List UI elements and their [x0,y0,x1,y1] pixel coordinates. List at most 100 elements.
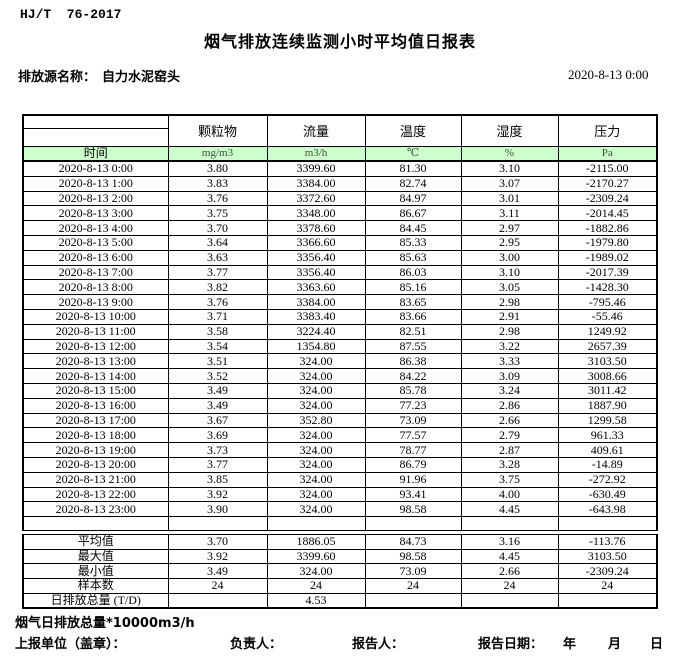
time-cell: 2020-8-13 9:00 [22,294,169,310]
header-row-spacer [22,128,657,147]
stats-value: 3.49 [167,563,268,579]
value-cell: 93.41 [364,486,462,503]
value-cell: 3.54 [167,338,268,355]
time-cell: 2020-8-13 21:00 [22,471,169,488]
table-row: 2020-8-13 10:00 3.71 3383.40 83.66 2.91 -55.4… [22,308,658,325]
responsible-person-label: 负责人： [230,637,283,652]
value-cell: 3.58 [167,323,268,340]
value-cell: 91.96 [364,471,462,488]
value-cell: 3.76 [167,294,268,310]
stats-row: 最小值 3.49 324.00 73.09 2.66 -2309.24 [22,563,658,579]
value-cell: -795.46 [557,294,658,310]
statistics-table: 平均值 3.70 1886.05 84.73 3.16 -113.76 最大值 3.92 339… [22,534,658,610]
table-row: 2020-8-13 18:00 3.69 324.00 77.57 2.79 961.33 [22,427,658,444]
value-cell: -1989.02 [557,249,658,266]
standard-code: HJ/T 76-2017 [20,7,122,22]
time-cell: 2020-8-13 1:00 [22,175,169,192]
value-cell: 3.63 [167,249,268,266]
value-cell: 3.73 [167,442,268,458]
value-cell: -643.98 [557,501,658,518]
value-cell: 3.71 [167,308,268,325]
value-cell: 3.10 [460,264,559,281]
blank-cell [22,516,169,532]
blank-cell [460,516,559,532]
time-cell: 2020-8-13 16:00 [22,397,169,414]
value-cell: 3.49 [167,382,268,399]
value-cell: 3378.60 [266,220,366,236]
stats-value: 98.58 [364,548,462,565]
year-label: 年 [563,637,577,652]
month-label: 月 [608,637,622,652]
table-row: 2020-8-13 21:00 3.85 324.00 91.96 3.75 -272.9… [22,471,658,488]
time-cell: 2020-8-13 10:00 [22,308,169,325]
value-cell: 3224.40 [266,323,366,340]
unit-cell-humidity: % [460,146,559,162]
value-cell: 324.00 [266,382,366,399]
value-cell: 98.58 [364,501,462,518]
stats-rows: 平均值 3.70 1886.05 84.73 3.16 -113.76 最大值 3.92 339… [22,534,658,609]
value-cell: 3384.00 [266,175,366,192]
value-cell: 3399.60 [266,160,366,177]
table-row: 2020-8-13 3:00 3.75 3348.00 86.67 3.11 -2014.… [22,205,658,222]
monitoring-table: 颗粒物 流量 温度 湿度 压力 时间 mg/m3 m3/h ℃ % Pa 202… [22,114,658,532]
value-cell: -55.46 [557,308,658,325]
table-row: 2020-8-13 16:00 3.49 324.00 77.23 2.86 1887.9… [22,397,658,414]
stats-value: 24 [364,577,462,594]
value-cell: 78.77 [364,442,462,458]
monitoring-table-wrapper: 颗粒物 流量 温度 湿度 压力 时间 mg/m3 m3/h ℃ % Pa 202… [22,114,658,610]
stats-label: 日排放总量 (T/D) [22,592,169,609]
report-unit-label: 上报单位（盖章）： [15,637,126,652]
value-cell: 324.00 [266,353,366,370]
value-cell: 324.00 [266,501,366,518]
value-cell: 83.65 [364,294,462,310]
stats-row: 样本数 24 24 24 24 24 [22,577,658,594]
table-row: 2020-8-13 23:00 3.90 324.00 98.58 4.45 -643.9… [22,501,658,518]
stats-value: 4.53 [266,592,366,609]
value-cell: 3.24 [460,382,559,399]
value-cell: 82.74 [364,175,462,192]
stats-value: 24 [266,577,366,594]
value-cell: 2.66 [460,412,559,429]
stats-value: 3.16 [460,534,559,550]
value-cell: 3356.40 [266,264,366,281]
table-row: 2020-8-13 8:00 3.82 3363.60 85.16 3.05 -1428.… [22,279,658,296]
value-cell: 3363.60 [266,279,366,296]
unit-row: 时间 mg/m3 m3/h ℃ % Pa [22,146,658,162]
value-cell: 3.77 [167,264,268,281]
source-label: 排放源名称： [18,70,97,85]
value-cell: 3.00 [460,249,559,266]
stats-value: 3.70 [167,534,268,550]
table-row: 2020-8-13 6:00 3.63 3356.40 85.63 3.00 -1989.… [22,249,658,266]
value-cell: -1428.30 [557,279,658,296]
stats-value: 3.92 [167,548,268,565]
value-cell: 324.00 [266,471,366,488]
value-cell: 3.83 [167,175,268,192]
stats-value [557,592,658,609]
value-cell: 85.16 [364,279,462,296]
value-cell: 3.70 [167,220,268,236]
time-cell: 2020-8-13 17:00 [22,412,169,429]
value-cell: 3.75 [460,471,559,488]
value-cell: -2017.39 [557,264,658,281]
value-cell: 3366.60 [266,234,366,251]
value-cell: 3.52 [167,368,268,384]
value-cell: 85.63 [364,249,462,266]
stats-value: 3103.50 [557,548,658,565]
unit-cell-flow: m3/h [266,146,366,162]
value-cell: 352.80 [266,412,366,429]
table-row: 2020-8-13 9:00 3.76 3384.00 83.65 2.98 -795.4… [22,294,658,310]
time-header-cell: 时间 [22,146,169,162]
stats-value: 24 [460,577,559,594]
reporter-label: 报告人： [352,637,405,652]
report-datetime: 2020-8-13 0:00 [568,67,649,82]
time-cell: 2020-8-13 13:00 [22,353,169,370]
table-row: 2020-8-13 4:00 3.70 3378.60 84.45 2.97 -1882.… [22,220,658,236]
time-cell: 2020-8-13 20:00 [22,456,169,473]
time-cell: 2020-8-13 12:00 [22,338,169,355]
column-header-pressure: 压力 [557,114,658,147]
value-cell: 86.67 [364,205,462,222]
table-row: 2020-8-13 13:00 3.51 324.00 86.38 3.33 3103.5… [22,353,658,370]
table-row: 2020-8-13 20:00 3.77 324.00 86.79 3.28 -14.89 [22,456,658,473]
value-cell: 3.67 [167,412,268,429]
table-row: 2020-8-13 7:00 3.77 3356.40 86.03 3.10 -2017.… [22,264,658,281]
